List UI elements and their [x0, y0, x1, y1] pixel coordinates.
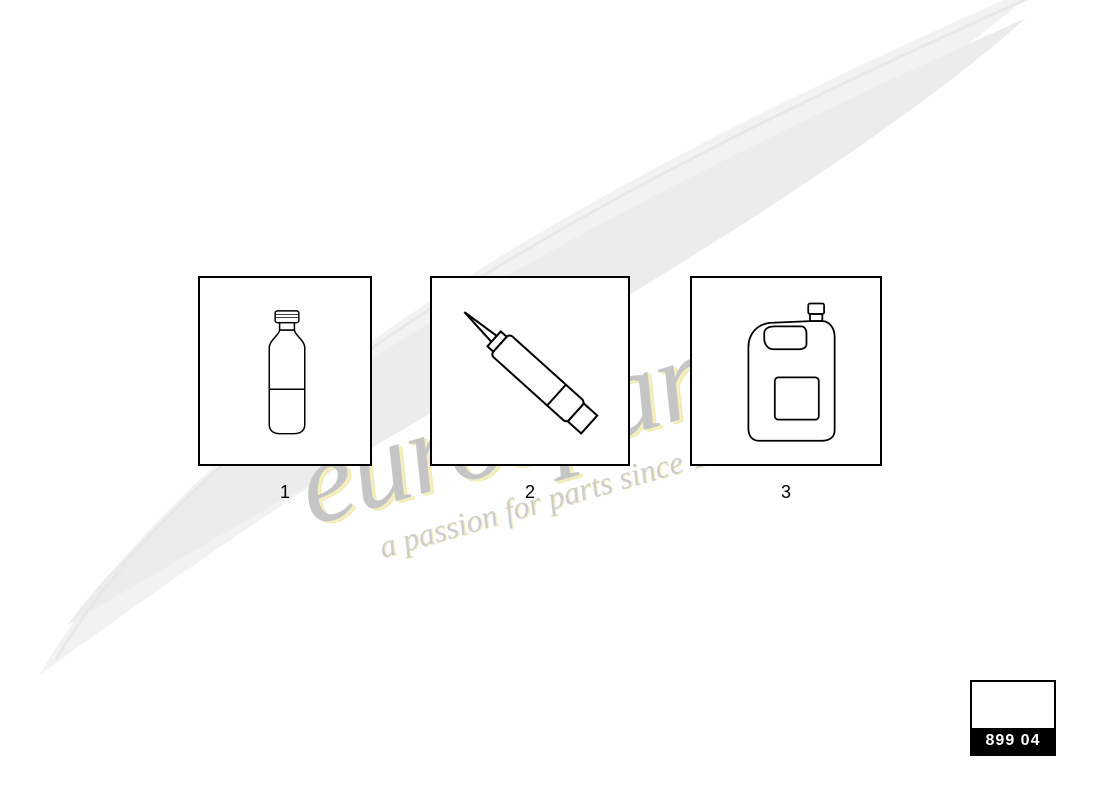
item-box-2 [430, 276, 630, 466]
bottle-icon [250, 286, 324, 460]
item-label-2: 2 [510, 482, 550, 503]
item-box-1 [198, 276, 372, 466]
item-box-3 [690, 276, 882, 466]
code-plate-code: 899 04 [972, 728, 1054, 754]
caulk-tube-icon [432, 278, 632, 468]
item-label-3: 3 [766, 482, 806, 503]
diagram-canvas: eurospares a passion for parts since 198… [0, 0, 1100, 800]
item-label-1: 1 [265, 482, 305, 503]
jug-icon [722, 288, 854, 458]
code-plate: 899 04 [970, 680, 1056, 756]
